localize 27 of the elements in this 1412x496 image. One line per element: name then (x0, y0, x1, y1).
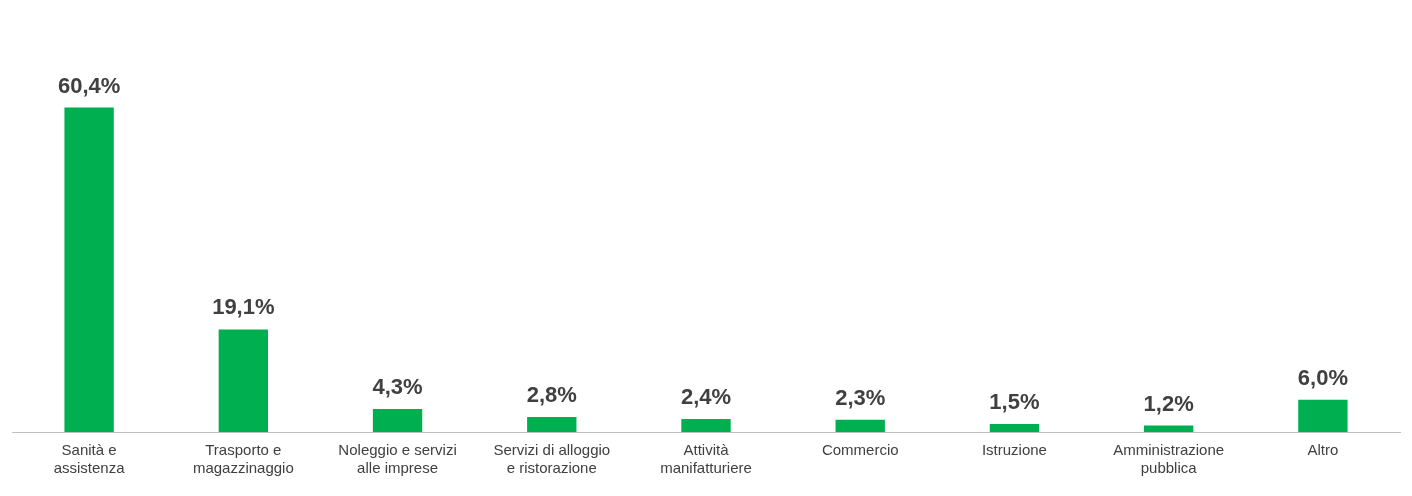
bar (527, 416, 577, 432)
bar (1143, 425, 1194, 432)
data-label: 4,3% (372, 373, 423, 399)
x-tick-label: Servizi di alloggio e ristorazione (493, 441, 611, 477)
x-tick-label: Attività manifatturiere (660, 441, 752, 477)
x-tick-label: Amministrazione pubblica (1113, 441, 1225, 477)
x-tick-label: Altro (1307, 441, 1339, 459)
x-tick-label: Sanità e assistenza (53, 441, 126, 477)
x-tick-label: Noleggio e servizi alle imprese (338, 441, 457, 477)
data-label: 60,4% (57, 72, 121, 98)
bar (989, 423, 1040, 432)
data-label: 6,0% (1297, 364, 1348, 390)
data-label: 2,8% (526, 382, 577, 408)
bar (372, 408, 423, 432)
data-label: 2,4% (680, 384, 732, 410)
data-label: 1,2% (1143, 390, 1194, 416)
data-label: 19,1% (212, 294, 275, 320)
data-label: 2,3% (835, 384, 886, 410)
bar (1298, 399, 1348, 432)
x-tick-label: Commercio (821, 441, 899, 459)
x-tick-label: Istruzione (981, 441, 1047, 459)
x-tick-label: Trasporto e magazzinaggio (192, 441, 294, 477)
bar (835, 419, 885, 432)
bar (218, 329, 269, 432)
bar (64, 107, 114, 432)
bar (681, 419, 731, 432)
data-label: 1,5% (989, 389, 1040, 415)
